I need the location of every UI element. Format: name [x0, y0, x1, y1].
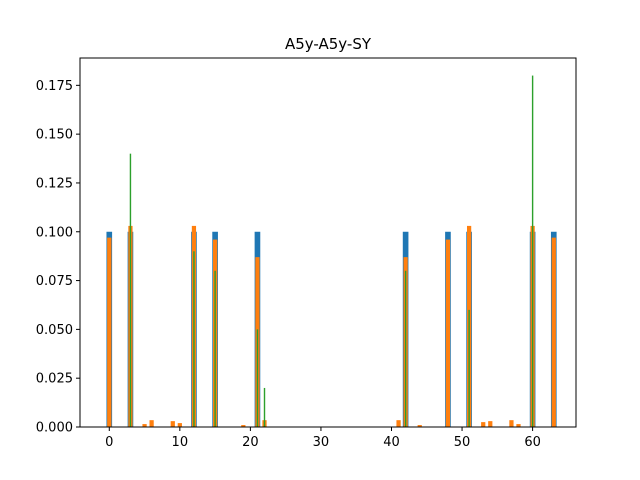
bar-series2-5	[142, 424, 147, 427]
bar-series2-6	[149, 420, 154, 427]
bar-series2-41	[396, 420, 401, 427]
bar-series3-12	[193, 251, 195, 427]
x-axis: 0 10 20 30 40 50 60	[105, 427, 541, 450]
x-tick-label: 20	[242, 435, 259, 450]
y-axis: 0.000 0.025 0.050 0.075 0.100 0.125 0.150 0.175	[36, 79, 80, 436]
bar-series2-10	[177, 423, 182, 427]
y-tick-label: 0.125	[36, 176, 73, 191]
x-tick-label: 10	[172, 435, 189, 450]
bar-series2-19	[241, 425, 246, 427]
y-tick-label: 0.175	[36, 79, 73, 94]
x-tick-label: 50	[454, 435, 471, 450]
bar-series2-54	[488, 421, 493, 427]
x-tick-label: 40	[383, 435, 400, 450]
y-tick-label: 0.100	[36, 225, 73, 240]
bar-series3-21	[256, 329, 259, 427]
bar-series3-60	[531, 75, 534, 428]
bar-series2-53	[481, 422, 486, 427]
bar-series2-57	[509, 420, 514, 427]
y-tick-label: 0.025	[36, 372, 73, 387]
plot-frame	[79, 57, 577, 428]
bar-series2-44	[417, 425, 422, 427]
bar-series3-22	[263, 387, 266, 427]
bar-series2-58	[516, 424, 521, 427]
y-tick-label: 0.150	[36, 128, 73, 143]
bars-group	[106, 75, 557, 428]
bar-series2-9	[170, 421, 175, 427]
y-tick-label: 0.000	[36, 421, 73, 436]
y-tick-label: 0.050	[36, 323, 73, 338]
bar-series2-0	[107, 237, 112, 427]
x-tick-label: 0	[105, 435, 113, 450]
chart-title: A5y-A5y-SY	[285, 35, 372, 53]
bar-series3-15	[214, 270, 216, 427]
x-tick-label: 60	[524, 435, 541, 450]
bar-series3-51	[468, 309, 470, 427]
bar-series3-42	[404, 270, 407, 427]
bar-series3-3	[129, 153, 132, 427]
x-tick-label: 30	[313, 435, 330, 450]
bar-series2-48	[445, 239, 451, 427]
bar-series2-63	[551, 237, 556, 427]
y-tick-label: 0.075	[36, 274, 73, 289]
